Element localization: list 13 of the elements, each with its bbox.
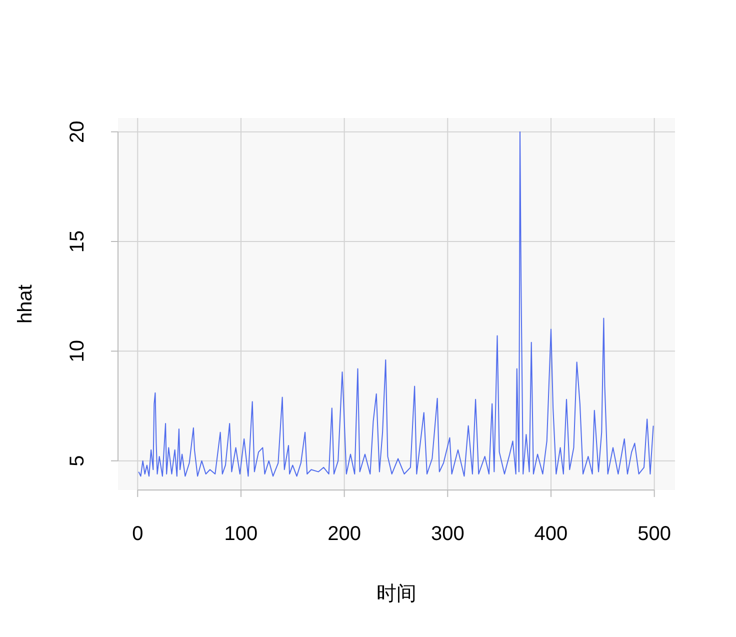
x-axis-title: 时间 bbox=[376, 583, 416, 605]
y-tick-label: 10 bbox=[66, 340, 88, 362]
y-tick-label: 20 bbox=[66, 120, 88, 143]
y-tick-label: 5 bbox=[66, 455, 88, 466]
x-tick-label: 0 bbox=[132, 523, 144, 545]
y-tick-label: 15 bbox=[66, 230, 88, 253]
x-tick-label: 300 bbox=[430, 523, 464, 545]
x-tick-label: 400 bbox=[534, 523, 568, 545]
x-tick-label: 500 bbox=[638, 523, 672, 545]
x-tick-label: 100 bbox=[224, 523, 258, 545]
y-axis-title: hhat bbox=[14, 284, 36, 324]
line-series bbox=[138, 131, 654, 477]
x-tick-label: 200 bbox=[328, 523, 361, 545]
